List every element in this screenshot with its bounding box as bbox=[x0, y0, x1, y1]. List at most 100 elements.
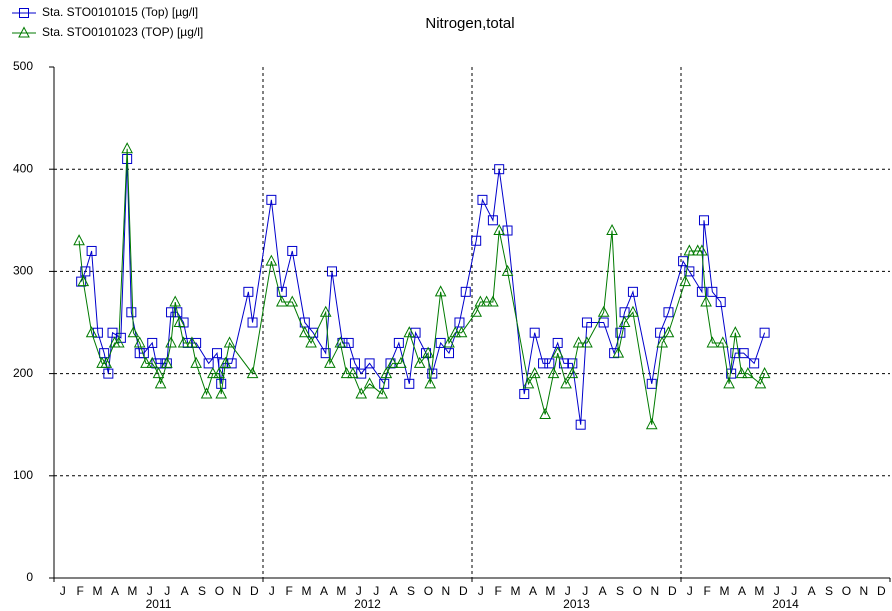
marker bbox=[606, 223, 618, 236]
marker bbox=[100, 356, 113, 368]
marker bbox=[729, 326, 742, 338]
marker bbox=[126, 307, 137, 318]
month-label: J bbox=[147, 584, 153, 598]
month-label: M bbox=[302, 584, 312, 598]
marker bbox=[544, 358, 555, 369]
marker bbox=[326, 266, 337, 277]
marker bbox=[519, 389, 530, 400]
marker bbox=[742, 367, 754, 379]
marker bbox=[502, 225, 513, 236]
month-label: M bbox=[545, 584, 555, 598]
month-label: O bbox=[424, 584, 433, 598]
marker bbox=[716, 336, 729, 348]
marker bbox=[474, 295, 487, 307]
marker bbox=[494, 164, 505, 175]
series: Sta. STO0101015 (Top) [µg/l] bbox=[12, 5, 770, 430]
marker bbox=[146, 356, 159, 368]
month-label: M bbox=[511, 584, 521, 598]
marker bbox=[449, 326, 462, 338]
marker bbox=[190, 356, 202, 368]
marker bbox=[166, 307, 177, 318]
marker bbox=[598, 317, 609, 328]
marker bbox=[147, 337, 158, 348]
marker bbox=[455, 326, 468, 338]
marker bbox=[707, 286, 718, 297]
marker bbox=[356, 368, 367, 379]
marker bbox=[572, 336, 585, 348]
marker bbox=[246, 367, 259, 379]
marker bbox=[679, 275, 692, 287]
marker bbox=[551, 346, 564, 358]
marker bbox=[539, 407, 551, 419]
marker bbox=[92, 327, 103, 338]
marker bbox=[186, 336, 198, 348]
month-label: F bbox=[76, 584, 83, 598]
month-label: D bbox=[668, 584, 677, 598]
month-label: A bbox=[808, 584, 816, 598]
legend-marker bbox=[18, 26, 30, 38]
marker bbox=[558, 358, 569, 369]
marker bbox=[435, 337, 446, 348]
chart-title: Nitrogen,total bbox=[425, 15, 514, 32]
marker bbox=[177, 336, 190, 348]
marker bbox=[172, 307, 183, 318]
marker bbox=[152, 367, 165, 379]
legend-label: Sta. STO0101023 (TOP) [µg/l] bbox=[42, 25, 203, 39]
y-tick-label: 500 bbox=[13, 59, 33, 73]
marker bbox=[560, 377, 572, 389]
marker bbox=[379, 378, 390, 389]
month-label: J bbox=[565, 584, 571, 598]
marker bbox=[662, 326, 675, 338]
month-label: M bbox=[754, 584, 764, 598]
marker bbox=[597, 305, 610, 317]
month-label: J bbox=[687, 584, 693, 598]
marker bbox=[334, 336, 347, 348]
marker bbox=[308, 327, 319, 338]
marker bbox=[528, 367, 541, 379]
month-label: F bbox=[703, 584, 710, 598]
marker bbox=[305, 336, 317, 348]
marker bbox=[112, 336, 125, 348]
month-label: A bbox=[111, 584, 119, 598]
marker bbox=[155, 358, 166, 369]
marker bbox=[424, 377, 437, 389]
marker bbox=[655, 327, 666, 338]
marker bbox=[575, 419, 586, 430]
marker bbox=[80, 266, 91, 277]
year-label: 2011 bbox=[146, 597, 172, 611]
marker bbox=[324, 356, 336, 368]
y-tick-label: 0 bbox=[26, 570, 33, 584]
marker bbox=[355, 387, 368, 399]
month-label: D bbox=[877, 584, 886, 598]
y-tick-label: 300 bbox=[13, 264, 33, 278]
marker bbox=[247, 317, 258, 328]
marker bbox=[615, 327, 626, 338]
marker bbox=[165, 336, 177, 348]
marker bbox=[627, 286, 638, 297]
month-label: M bbox=[93, 584, 103, 598]
marker bbox=[460, 286, 471, 297]
marker bbox=[730, 348, 741, 359]
month-label: J bbox=[478, 584, 484, 598]
marker bbox=[219, 356, 232, 368]
marker bbox=[663, 307, 674, 318]
marker bbox=[696, 244, 708, 256]
month-label: O bbox=[633, 584, 642, 598]
marker bbox=[99, 348, 110, 359]
marker bbox=[243, 286, 254, 297]
marker bbox=[173, 315, 186, 327]
marker bbox=[444, 348, 455, 359]
legend-marker bbox=[19, 8, 29, 18]
marker bbox=[86, 245, 97, 256]
month-label: J bbox=[164, 584, 170, 598]
marker bbox=[395, 356, 407, 368]
marker bbox=[133, 336, 146, 348]
marker bbox=[266, 194, 277, 205]
marker bbox=[566, 367, 579, 379]
marker bbox=[547, 367, 560, 379]
month-label: D bbox=[250, 584, 259, 598]
marker bbox=[656, 336, 669, 348]
marker bbox=[215, 387, 228, 399]
marker bbox=[581, 317, 592, 328]
marker bbox=[735, 367, 748, 379]
